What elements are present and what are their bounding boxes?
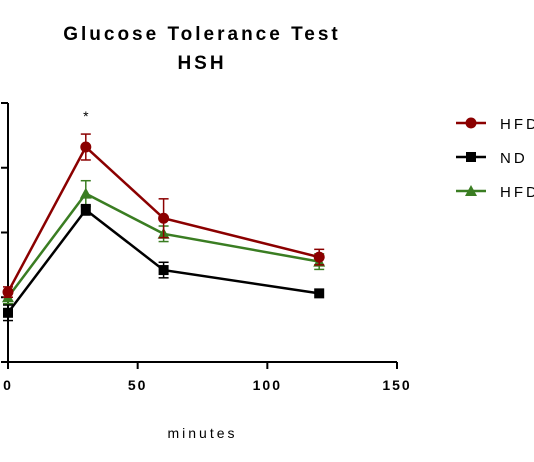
data-point-circle (80, 141, 92, 153)
series-line-triangle (7, 192, 320, 299)
data-point-square (158, 265, 169, 276)
data-point-circle (313, 251, 325, 263)
data-point-square (3, 307, 13, 318)
series-line-circle (6, 145, 320, 293)
x-tick-label: 100 (253, 377, 282, 393)
series-line-square (7, 208, 320, 314)
x-tick-label: 150 (382, 377, 411, 393)
x-tick-label: 0 (3, 377, 13, 393)
legend-marker-circle (465, 117, 477, 129)
legend-marker-square (466, 152, 476, 162)
data-point-triangle (79, 187, 92, 199)
legend-marker-triangle (465, 185, 477, 196)
data-point-circle (158, 212, 170, 224)
chart-subtitle: HSH (177, 53, 227, 74)
x-axis-label: minutes (167, 425, 237, 441)
data-point-square (80, 204, 91, 215)
x-tick-label: 50 (128, 377, 148, 393)
significance-annotation: * (83, 108, 89, 124)
legend-label: HFD (500, 116, 534, 133)
data-point-circle (2, 286, 14, 298)
data-point-square (314, 288, 325, 299)
chart-title: Glucose Tolerance Test (63, 24, 341, 45)
legend-label: HFD (500, 184, 534, 201)
legend-label: ND (500, 150, 528, 167)
